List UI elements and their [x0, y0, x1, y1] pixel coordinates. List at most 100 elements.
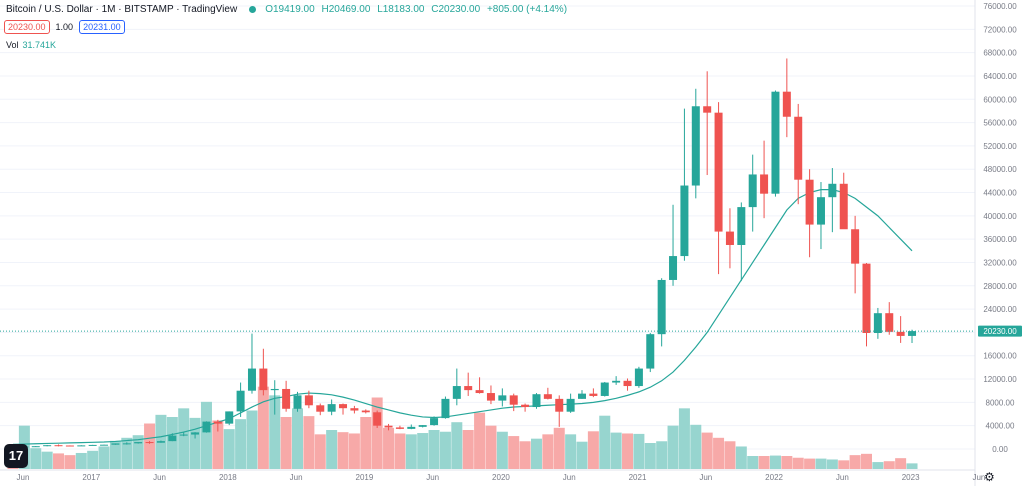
candle-body	[691, 106, 700, 186]
candle-body	[669, 256, 678, 280]
volume-bar	[769, 455, 781, 469]
candle-body	[566, 398, 575, 412]
price-tick-label: 16000.00	[983, 352, 1017, 361]
time-tick-label: 2021	[629, 473, 647, 482]
candle-body	[543, 394, 552, 399]
candlesticks	[9, 58, 917, 448]
candle-body	[236, 390, 245, 412]
volume-bar	[747, 456, 759, 469]
candle-body	[805, 179, 814, 225]
candle-body	[725, 231, 734, 245]
volume-bar	[542, 434, 554, 469]
sell-button[interactable]: 20230.00	[4, 20, 50, 34]
candle-body	[88, 444, 97, 446]
volume-bar	[804, 458, 816, 469]
volume-bar	[383, 427, 395, 469]
volume-bar	[781, 456, 793, 469]
volume-bar	[861, 453, 872, 469]
low-value: L18183.00	[377, 4, 425, 15]
volume-bar	[200, 401, 212, 469]
market-status-icon	[249, 6, 257, 13]
candle-body	[259, 368, 268, 391]
candle-body	[202, 421, 211, 433]
candle-body	[407, 426, 416, 429]
volume-bar	[144, 423, 156, 469]
buy-button[interactable]: 20231.00	[79, 20, 125, 34]
candle-body	[111, 443, 120, 445]
volume-bar	[121, 437, 133, 469]
volume-bars	[7, 386, 918, 469]
candle-body	[612, 380, 621, 383]
candle-body	[145, 442, 154, 444]
volume-bar	[439, 431, 451, 469]
volume-bar	[883, 461, 895, 469]
candle-body	[134, 442, 143, 444]
volume-bar	[713, 437, 725, 469]
ohlc-values: O19419.00 H20469.00 L18183.00 C20230.00 …	[265, 4, 571, 15]
gear-icon[interactable]: ⚙	[984, 470, 995, 484]
volume-bar	[223, 429, 235, 469]
time-tick-label: Jun	[699, 473, 712, 482]
volume-bar	[826, 459, 838, 469]
volume-bar	[269, 395, 281, 469]
volume-bar	[98, 446, 110, 469]
time-axis-labels: Jun 2017 Jun 2018 Jun 2019 Jun 2020 Jun 2021 Jun 20…	[17, 473, 986, 482]
moving-average-line	[12, 189, 913, 445]
candle-body	[623, 380, 632, 387]
candle-body	[247, 368, 256, 391]
volume-bar	[53, 453, 65, 469]
candle-body	[77, 445, 86, 447]
candle-body	[680, 185, 689, 257]
volume-bar	[690, 424, 702, 469]
volume-bar	[314, 434, 326, 469]
volume-bar	[132, 435, 144, 469]
candle-body	[316, 405, 325, 412]
volume-bar	[610, 432, 622, 469]
candle-body	[213, 421, 222, 424]
price-tick-label: 68000.00	[983, 49, 1017, 58]
time-tick-label: Jun	[17, 473, 30, 482]
volume-bar	[64, 455, 76, 469]
volume-bar	[667, 425, 679, 469]
candle-body	[191, 432, 200, 435]
candle-body	[168, 435, 177, 442]
price-tick-label: 24000.00	[983, 305, 1017, 314]
volume-bar	[906, 463, 918, 469]
volume-bar	[30, 448, 42, 469]
time-tick-label: Jun	[972, 473, 985, 482]
candle-body	[475, 390, 484, 394]
candle-body	[600, 382, 609, 396]
volume-bar	[257, 386, 269, 469]
volume-bar	[553, 427, 565, 469]
candle-body	[464, 386, 473, 391]
candle-body	[156, 441, 165, 443]
volume-bar	[451, 422, 463, 469]
volume-bar	[326, 430, 338, 469]
volume-bar	[633, 433, 645, 469]
price-tick-label: 8000.00	[986, 398, 1015, 407]
volume-bar	[212, 420, 224, 469]
price-tick-label: 60000.00	[983, 95, 1017, 104]
volume-bar	[41, 451, 53, 469]
candle-body	[225, 411, 234, 424]
volume-bar	[348, 433, 360, 469]
symbol-title[interactable]: Bitcoin / U.S. Dollar · 1M · BITSTAMP · …	[6, 4, 238, 15]
volume-bar	[405, 434, 417, 469]
candle-body	[373, 412, 382, 426]
order-panel: 20230.00 1.00 20231.00	[4, 20, 125, 34]
volume-bar	[178, 408, 190, 469]
volume-bar	[565, 434, 577, 469]
volume-bar	[394, 433, 406, 469]
candle-body	[578, 393, 586, 399]
price-tick-label: 40000.00	[983, 212, 1017, 221]
candle-body	[304, 395, 313, 406]
candle-body	[532, 394, 541, 408]
spread-value: 1.00	[55, 22, 74, 32]
tradingview-logo-icon[interactable]: 17	[4, 444, 28, 468]
volume-bar	[417, 433, 429, 469]
volume-bar	[587, 431, 599, 469]
candle-body	[65, 445, 74, 447]
price-tick-label: 56000.00	[983, 119, 1017, 128]
volume-bar	[474, 412, 486, 469]
